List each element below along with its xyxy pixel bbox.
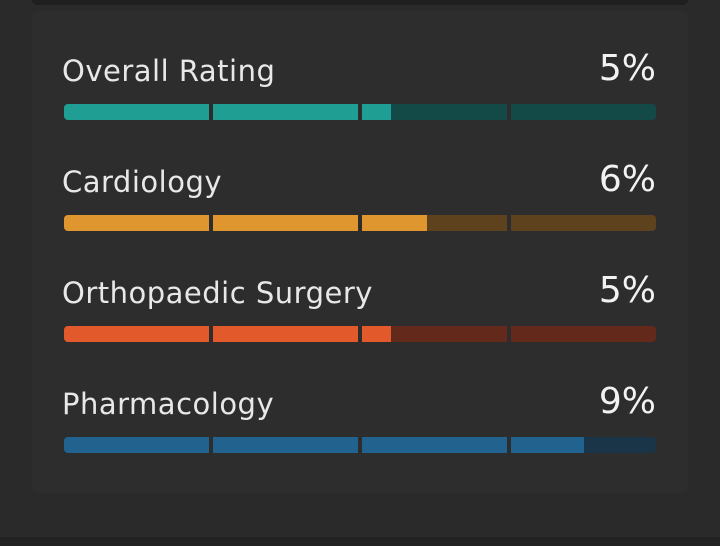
metric-label: Orthopaedic Surgery <box>62 276 373 310</box>
metric-value: 6% <box>598 159 656 200</box>
metric-value: 5% <box>598 48 656 89</box>
ratings-card: Overall Rating 5% Cardiology 6% Orthopae… <box>32 11 688 493</box>
progress-track <box>362 326 507 342</box>
progress-track <box>511 215 656 231</box>
progress-fill <box>64 215 209 231</box>
metric-label: Overall Rating <box>62 54 276 88</box>
next-card-edge <box>0 537 720 546</box>
progress-track <box>362 104 507 120</box>
progress-segment <box>64 326 209 342</box>
progress-fill <box>213 437 358 453</box>
progress-fill <box>362 326 391 342</box>
metric-overall-rating: Overall Rating 5% <box>62 48 656 131</box>
metric-label: Pharmacology <box>62 387 275 421</box>
progress-fill <box>64 104 209 120</box>
progress-segment <box>511 326 656 342</box>
progress-segment <box>511 104 656 120</box>
progress-segment <box>362 215 507 231</box>
progress-track <box>511 104 656 120</box>
progress-fill <box>213 326 358 342</box>
progress-fill <box>213 215 358 231</box>
progress-bar <box>64 437 656 453</box>
progress-bar <box>64 104 656 120</box>
progress-segment <box>362 326 507 342</box>
progress-fill <box>362 215 428 231</box>
progress-fill <box>362 437 507 453</box>
progress-segment <box>213 104 358 120</box>
progress-segment <box>64 215 209 231</box>
progress-segment <box>64 104 209 120</box>
progress-bar <box>64 326 656 342</box>
progress-segment <box>213 437 358 453</box>
progress-segment <box>213 326 358 342</box>
progress-fill <box>64 326 209 342</box>
progress-fill <box>64 437 209 453</box>
progress-segment <box>362 437 507 453</box>
progress-segment <box>213 215 358 231</box>
progress-track <box>511 326 656 342</box>
metric-label: Cardiology <box>62 165 223 199</box>
progress-bar <box>64 215 656 231</box>
previous-card-edge <box>32 0 688 5</box>
metric-value: 9% <box>598 381 656 422</box>
metric-cardiology: Cardiology 6% <box>62 159 656 242</box>
progress-fill <box>511 437 584 453</box>
progress-segment <box>362 104 507 120</box>
progress-fill <box>213 104 358 120</box>
progress-segment <box>64 437 209 453</box>
progress-segment <box>511 437 656 453</box>
progress-fill <box>362 104 391 120</box>
metric-orthopaedic-surgery: Orthopaedic Surgery 5% <box>62 270 656 353</box>
metric-value: 5% <box>598 270 656 311</box>
metric-pharmacology: Pharmacology 9% <box>62 381 656 464</box>
progress-segment <box>511 215 656 231</box>
